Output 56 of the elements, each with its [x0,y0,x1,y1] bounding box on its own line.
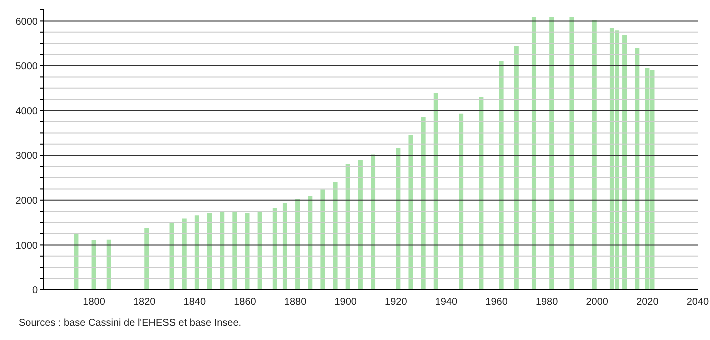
bar [220,212,225,290]
bar [358,160,363,290]
bar [371,154,376,290]
bar [144,228,150,290]
bar [421,118,426,290]
bar [272,208,278,290]
y-tick-label: 3000 [16,151,38,162]
x-tick-label: 1880 [284,297,308,308]
bar [320,190,326,290]
x-tick-label: 1860 [234,297,257,308]
bar [479,97,484,290]
bar [258,212,262,290]
bar [296,199,300,290]
bar [74,234,79,290]
bar [592,20,597,290]
x-tick-label: 1940 [435,297,458,308]
bar [396,148,401,290]
y-tick-label: 0 [32,286,38,297]
bar [92,240,96,290]
x-tick-label: 1820 [133,297,156,308]
bar [408,134,414,290]
x-tick-label: 1920 [385,297,408,308]
bar [434,93,438,290]
x-tick-label: 2040 [686,297,710,308]
bar [459,114,464,290]
y-tick-label: 4000 [16,106,38,118]
x-tick-label: 1960 [486,297,508,308]
bar [346,164,350,290]
bar [333,182,338,290]
bar [514,46,519,290]
bar [232,212,238,290]
x-tick-label: 2000 [586,297,609,308]
y-tick-label: 2000 [16,196,38,207]
bar [499,62,504,290]
bar [245,213,250,290]
bar [532,17,537,290]
x-tick-label: 1900 [334,297,358,308]
bar [182,218,187,290]
x-tick-label: 2020 [636,297,660,308]
x-tick-label: 1840 [184,297,206,308]
bar [282,204,288,290]
bar [170,223,174,290]
bar [208,213,212,290]
bar [194,216,200,290]
y-tick-label: 6000 [16,16,38,28]
bar [570,17,574,290]
y-tick-label: 5000 [16,62,38,73]
bar [622,36,628,290]
bar [550,17,554,290]
source-note: Sources : base Cassini de l'EHESS et base Insee. [19,318,242,329]
x-tick-label: 1980 [536,297,559,308]
bar [635,48,640,290]
x-tick-label: 1800 [83,297,106,308]
bar [106,240,112,290]
y-tick-label: 1000 [16,240,38,252]
bar [308,196,313,290]
